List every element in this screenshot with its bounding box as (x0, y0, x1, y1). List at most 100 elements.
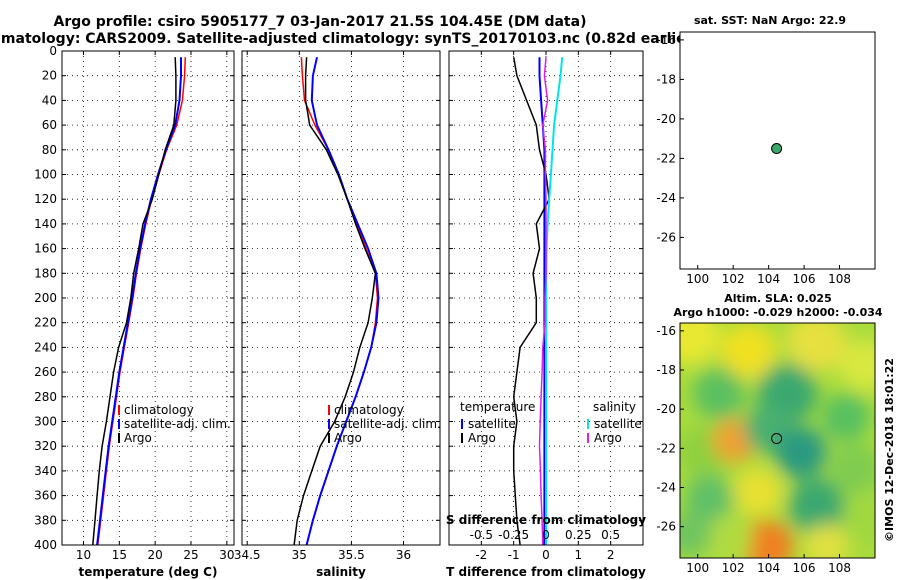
temperature-frame (61, 50, 235, 546)
figure-title-line2: Climatology: CARS2009. Satellite-adjuste… (0, 31, 699, 47)
ytick-label-9: 180 (34, 266, 57, 280)
ytick-label-7: 140 (34, 217, 57, 231)
sla-blob-6 (821, 393, 870, 441)
sst_map-ytick-label-0: -16 (656, 33, 676, 47)
diff-legend-sal-label-1: Argo (594, 431, 622, 445)
sla_map-ytick-label-0: -16 (656, 324, 676, 338)
ytick-label-14: 280 (34, 390, 57, 404)
temperature-xtick-label-2: 20 (148, 548, 163, 562)
ytick-label-18: 360 (34, 489, 57, 503)
salinity-series-2 (293, 57, 377, 546)
sla_map-ytick-label-5: -26 (656, 520, 676, 534)
diff-legend-temp-title: temperature (460, 400, 535, 414)
diff-legend-sal-label-0: satellite (594, 417, 642, 431)
ytick-label-5: 100 (34, 168, 57, 182)
sst_map-xtick-label-4: 108 (828, 272, 851, 286)
sla_map-xtick-label-4: 108 (828, 561, 851, 575)
ytick-label-4: 80 (42, 143, 57, 157)
sst_map-xtick-label-1: 102 (722, 272, 745, 286)
sla-blob-17 (704, 515, 753, 558)
temperature-xtick-label-0: 10 (76, 548, 91, 562)
diff-legend-sal-title: salinity (593, 400, 636, 414)
differences-xlabel: T difference from climatology (446, 565, 646, 579)
sla_map-ytick-label-3: -22 (656, 441, 676, 455)
sla-blob-3 (839, 339, 875, 392)
imos-credit: ©IMOS 12-Dec-2018 18:01:22 (883, 358, 896, 542)
sst_map-ytick-label-4: -24 (656, 191, 676, 205)
salinity-xtick-label-0: 34.5 (234, 548, 261, 562)
sla-blob-2 (786, 323, 847, 372)
sla-map-title-line2: Argo h1000: -0.029 h2000: -0.034 (673, 306, 882, 319)
ytick-label-15: 300 (34, 415, 57, 429)
sst_map-ytick-label-2: -20 (656, 112, 676, 126)
ytick-label-16: 320 (34, 439, 57, 453)
sst_map-frame (679, 31, 876, 270)
salinity-panel: 34.5 35 35.5 36 salinity climatologysatellite… (234, 50, 441, 579)
salinity-xtick-label-1: 35 (292, 548, 307, 562)
temp-legend-label-2: Argo (124, 431, 152, 445)
diff-secondary-xtick-0: -0.5 (470, 528, 493, 542)
ytick-label-1: 20 (42, 69, 57, 83)
ytick-label-6: 120 (34, 192, 57, 206)
sla_map-xtick-label-1: 102 (722, 561, 745, 575)
diff-legend-temp-label-0: satellite (468, 417, 516, 431)
salinity-xtick-label-2: 35.5 (338, 548, 365, 562)
diff-legend-temp-label-1: Argo (468, 431, 496, 445)
diff-secondary-xlabel: S difference from climatology (446, 513, 646, 527)
temp-legend-label-1: satellite-adj. clim. (124, 417, 231, 431)
ytick-label-11: 220 (34, 316, 57, 330)
sla-blob-13 (734, 468, 782, 517)
salinity-xtick-label-3: 36 (396, 548, 411, 562)
sla_map-frame (679, 322, 876, 559)
sst_map-xtick-label-0: 100 (686, 272, 709, 286)
diff-secondary-xtick-3: 0.25 (565, 528, 592, 542)
differences-series-3 (538, 57, 549, 546)
ytick-label-2: 40 (42, 93, 57, 107)
sla-blob-12 (685, 475, 734, 524)
sla-blob-10 (774, 426, 827, 479)
temp-legend-label-0: climatology (124, 403, 194, 417)
sla-blob-18 (804, 524, 849, 558)
differences-frame (448, 50, 644, 546)
temperature-series-1 (96, 57, 182, 546)
sla-blob-19 (680, 512, 712, 557)
sla-map-title-line1: Altim. SLA: 0.025 (724, 292, 831, 305)
differences-xtick-label-2: 0 (542, 548, 550, 562)
sla_map-xtick-label-2: 104 (757, 561, 780, 575)
temperature-series-2 (92, 57, 177, 546)
ytick-label-8: 160 (34, 242, 57, 256)
sst_map-panel: 100 102 104 106 108 -16 -18 -20 -22 -24 -26 (656, 32, 875, 286)
sla_map-ytick-label-1: -18 (656, 363, 676, 377)
ytick-label-19: 380 (34, 513, 57, 527)
sal-legend-label-0: climatology (334, 403, 404, 417)
sst-map-title: sat. SST: NaN Argo: 22.9 (694, 14, 846, 27)
sla_map-ytick-label-2: -20 (656, 402, 676, 416)
temperature-xtick-label-3: 25 (183, 548, 198, 562)
sal-legend-label-1: satellite-adj. clim. (334, 417, 441, 431)
temperature-xlabel: temperature (deg C) (79, 565, 218, 579)
sst_map-ytick-label-1: -18 (656, 72, 676, 86)
ytick-label-3: 60 (42, 118, 57, 132)
sla-blob-0 (680, 323, 720, 365)
sla_map-xtick-label-0: 100 (686, 561, 709, 575)
differences-xtick-label-1: -1 (508, 548, 520, 562)
salinity-series-1 (305, 56, 380, 546)
sla_map-ytick-label-4: -24 (656, 481, 676, 495)
diff-secondary-xtick-4: 0.5 (601, 528, 620, 542)
temperature-panel: 0 20 40 60 80 100 120 140 160 180 200 220 240 260 280 3… (34, 44, 234, 579)
ytick-label-0: 0 (49, 44, 57, 58)
diff-secondary-xtick-1: -0.25 (498, 528, 529, 542)
salinity-xlabel: salinity (316, 565, 366, 579)
sst_map-ytick-label-5: -26 (656, 230, 676, 244)
ytick-label-20: 400 (34, 538, 57, 552)
temperature-xtick-label-1: 15 (112, 548, 127, 562)
sst_map-ytick-label-3: -22 (656, 151, 676, 165)
sst_map-argo-marker-0 (771, 143, 783, 155)
sla-blob-15 (841, 498, 875, 547)
sla-field (680, 323, 875, 558)
sla_map-panel: 100 102 104 106 108 -16 -18 -20 -22 -24 -26 (656, 323, 875, 575)
ytick-label-12: 240 (34, 340, 57, 354)
differences-xtick-label-4: 2 (607, 548, 615, 562)
sla-blob-11 (829, 442, 875, 495)
